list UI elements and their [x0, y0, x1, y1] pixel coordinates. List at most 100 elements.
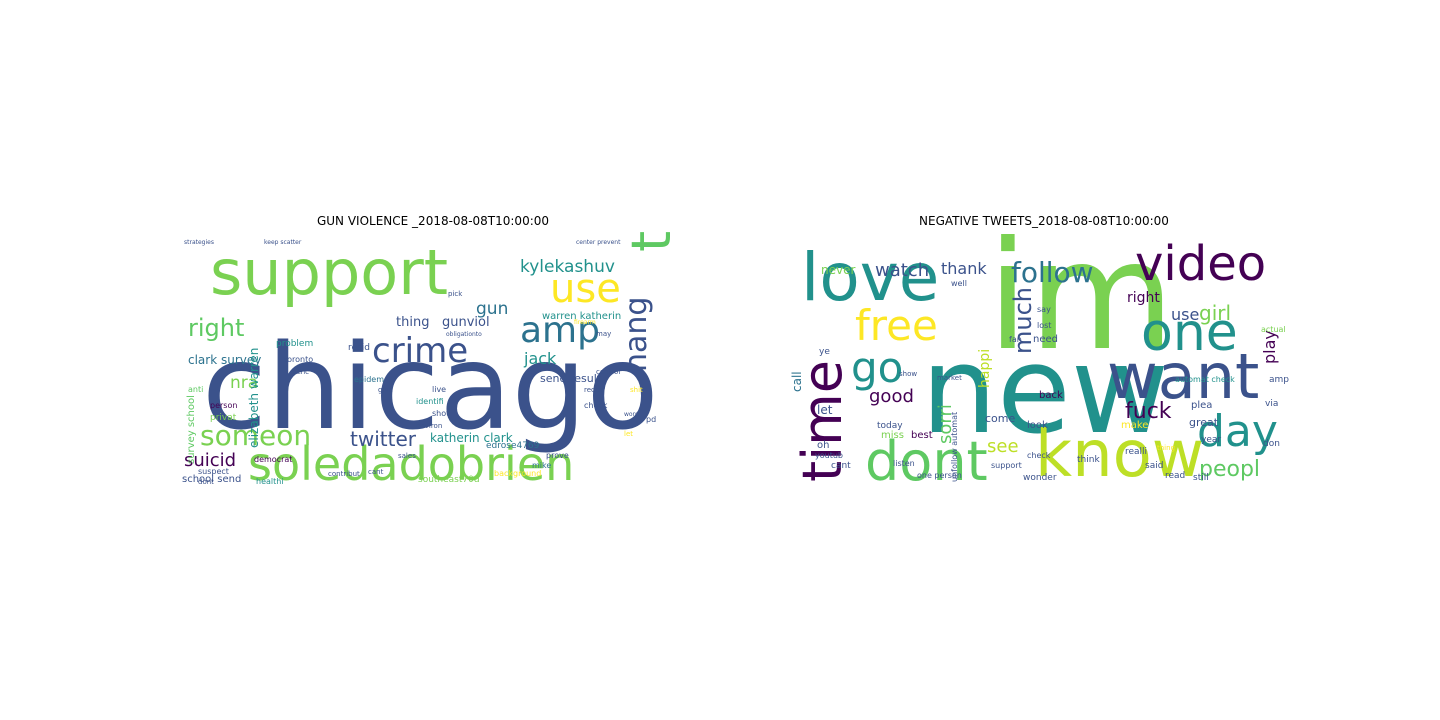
word-let: let: [817, 403, 833, 417]
word-nra: nra: [230, 373, 258, 393]
word-give: give: [378, 386, 393, 394]
word-much: much: [1009, 287, 1037, 354]
word-amp: amp: [1269, 375, 1289, 385]
word-see: see: [987, 436, 1019, 457]
word-thank: thank: [941, 259, 987, 278]
word-chicago: chicago: [202, 318, 659, 456]
chart-title: GUN VIOLENCE _2018-08-08T10:00:00: [316, 214, 550, 228]
word-don: don: [1263, 439, 1280, 449]
word-watch: watch: [875, 260, 929, 281]
word-send-result: send result: [540, 372, 602, 385]
word-read: read: [1165, 471, 1185, 481]
word-good: good: [869, 386, 914, 407]
word-identifi: identifi: [416, 397, 444, 406]
word-contribut: contribut: [328, 470, 360, 478]
word-someon: someon: [200, 419, 311, 452]
word-go: go: [851, 343, 903, 392]
word-person: person: [210, 401, 237, 410]
word-said: said: [1145, 461, 1163, 471]
word-right: right: [1127, 290, 1160, 306]
word-dont: dont: [865, 430, 988, 485]
word-video: video: [1135, 236, 1266, 292]
word-day: day: [1197, 406, 1278, 457]
word-time: time: [791, 360, 854, 482]
word-oh: oh: [817, 440, 829, 451]
chart-title: NEGATIVE TWEETS_2018-08-08T10:00:00: [919, 214, 1169, 228]
word-say: say: [1037, 305, 1051, 314]
word-hang: hang: [619, 297, 654, 372]
word-look: look: [1027, 420, 1048, 431]
word-today: today: [877, 421, 903, 431]
word-may: may: [596, 330, 611, 338]
word-firearm: firearm: [574, 319, 596, 326]
word-gun: gun: [476, 299, 508, 319]
word-take: take: [620, 232, 683, 252]
word-anti: anti: [188, 385, 203, 394]
word-keep-scatter: keep scatter: [264, 239, 302, 246]
word-wonder: wonder: [1023, 473, 1057, 483]
word-fan: fan: [1009, 335, 1022, 344]
word-come: come: [985, 412, 1015, 425]
word-clark-survey: clark survey: [188, 353, 261, 367]
word-let: let: [624, 430, 633, 438]
word-use: use: [550, 266, 621, 312]
word-sales: sales: [398, 452, 416, 460]
word-realli: realli: [1125, 447, 1147, 457]
word-thing: thing: [396, 315, 429, 330]
word-love: love: [801, 239, 939, 316]
word-market: market: [937, 374, 962, 382]
word-use: use: [1171, 305, 1199, 324]
word-twitter: twitter: [350, 427, 417, 451]
word-best: best: [911, 430, 933, 441]
word-unfollow-automat: unfollow automat: [950, 412, 959, 482]
word-penc: penc: [292, 368, 309, 376]
word-amp: amp: [520, 310, 600, 351]
word-miss: miss: [881, 430, 904, 441]
word-word: word: [624, 411, 639, 418]
word-dont: dont: [198, 478, 214, 485]
word-play: play: [1260, 330, 1279, 364]
word-still: still: [1193, 473, 1209, 483]
word-school-send: school send: [182, 474, 241, 485]
word-one: one: [1141, 303, 1238, 363]
word-obligationto: obligationto: [446, 331, 482, 338]
word-support: support: [991, 461, 1022, 470]
word-warren-katherin: warren katherin: [542, 311, 621, 322]
word-ye: ye: [819, 347, 830, 357]
word-new: new: [921, 322, 1169, 461]
word-gunviol: gunviol: [442, 315, 490, 330]
word-requir: requir: [584, 386, 605, 394]
word-happi: happi: [977, 349, 993, 388]
word-cant: cant: [368, 468, 384, 476]
word-youtub: youtub: [815, 451, 843, 460]
word-life: life: [234, 364, 245, 372]
word-show: show: [899, 370, 917, 378]
word-im: im: [987, 232, 1175, 384]
word-thing: thing: [1157, 444, 1175, 452]
word-southeast70d: southeast70d: [418, 475, 480, 485]
word-back: back: [1039, 390, 1063, 401]
word-well: well: [951, 279, 967, 288]
word-girl: girl: [1199, 301, 1231, 325]
word-survey-school: survey school: [186, 395, 197, 464]
word-right: right: [188, 314, 244, 342]
word-check: check: [584, 401, 608, 410]
word-free: free: [855, 301, 938, 350]
word-need: need: [1033, 334, 1058, 345]
word-resid: resid: [348, 343, 370, 353]
word-shit: shit: [630, 386, 643, 394]
word-problem: problem: [276, 339, 313, 349]
word-sorri: sorri: [935, 404, 956, 444]
word-automat-check: automat check: [1175, 375, 1235, 384]
word-follow: follow: [1011, 256, 1094, 289]
word-democrat: democrat: [254, 455, 292, 464]
word-actual: actual: [1261, 325, 1286, 334]
word-pd: pd: [646, 415, 656, 424]
word-suicid: suicid: [184, 450, 236, 471]
word-toronto: toronto: [284, 355, 313, 364]
word-privat: privat: [210, 413, 237, 423]
word-mike: mike: [532, 461, 551, 470]
word-background: background: [494, 469, 541, 478]
word-edrose4769: edrose4769: [486, 441, 540, 451]
